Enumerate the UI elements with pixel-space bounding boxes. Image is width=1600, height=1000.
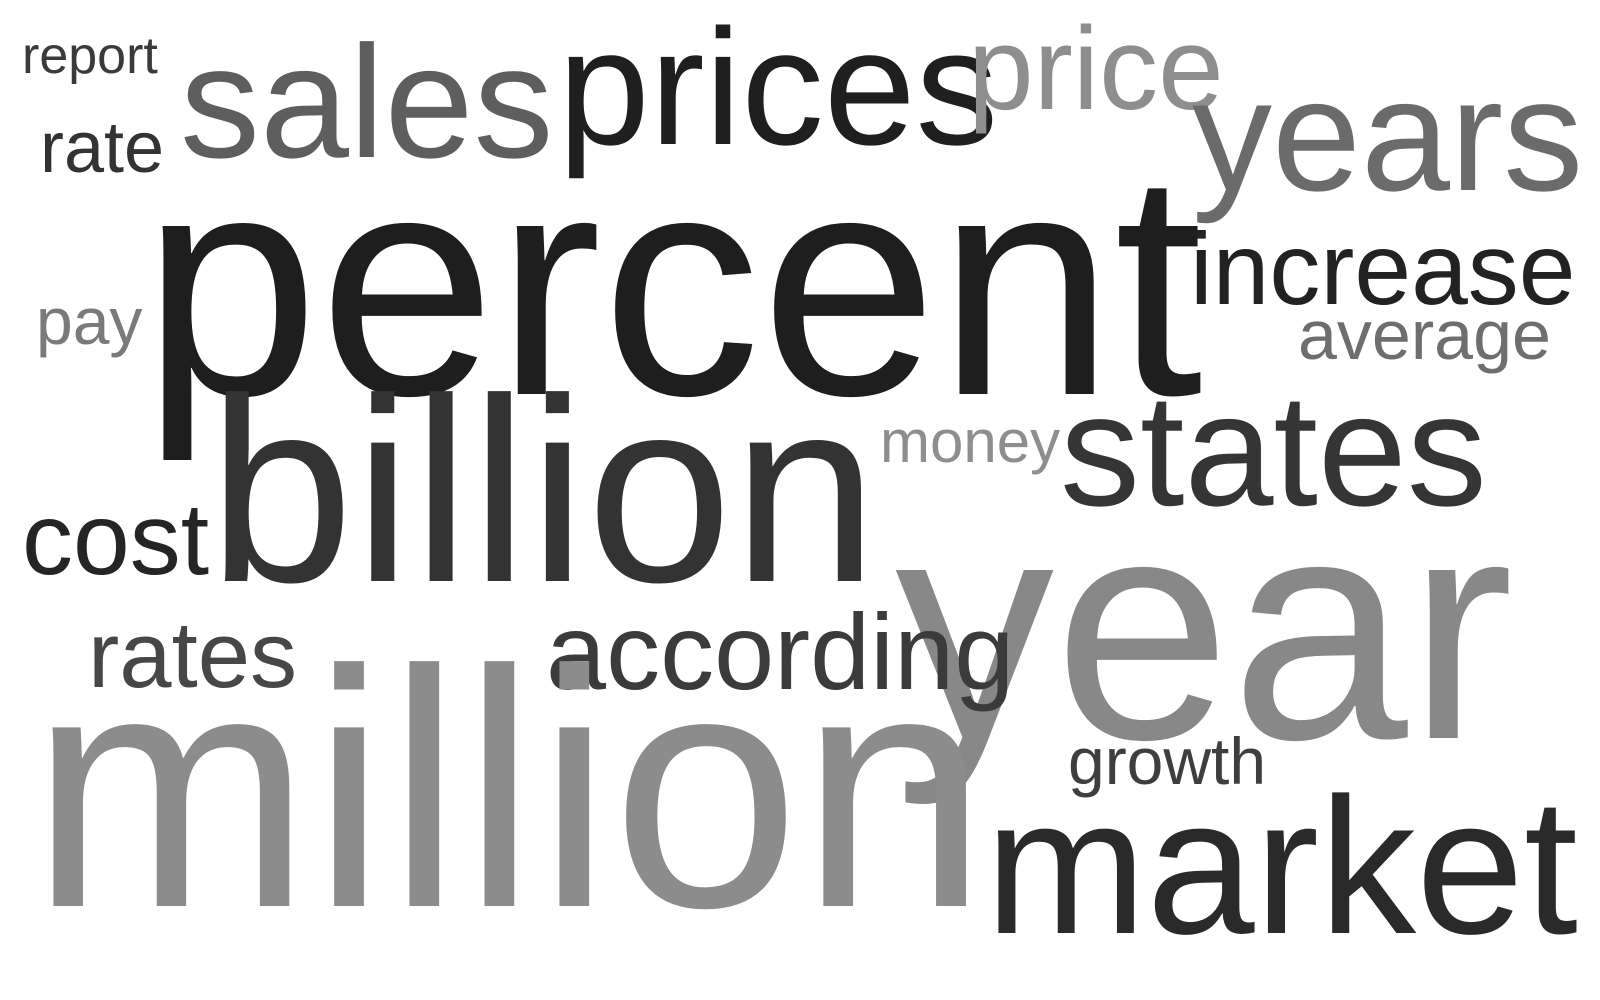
word-billion: billion <box>208 344 878 637</box>
word-cost: cost <box>22 482 210 596</box>
word-increase: increase <box>1190 212 1576 326</box>
word-years: years <box>1192 45 1584 224</box>
word-prices: prices <box>558 0 999 179</box>
word-rates: rates <box>88 602 297 707</box>
word-rate: rate <box>40 108 165 188</box>
word-growth: growth <box>1068 724 1267 798</box>
word-average: average <box>1298 296 1551 374</box>
word-market: market <box>985 758 1578 975</box>
word-states: states <box>1060 360 1487 539</box>
word-million: million <box>30 600 988 978</box>
word-report: report <box>22 27 158 85</box>
word-according: according <box>546 591 1015 712</box>
word-sales: sales <box>180 12 554 191</box>
word-year: year <box>895 451 1514 806</box>
word-money: money <box>880 408 1061 475</box>
word-price: price <box>968 3 1224 135</box>
word-percent: percent <box>142 107 1203 462</box>
word-pay: pay <box>36 284 143 358</box>
